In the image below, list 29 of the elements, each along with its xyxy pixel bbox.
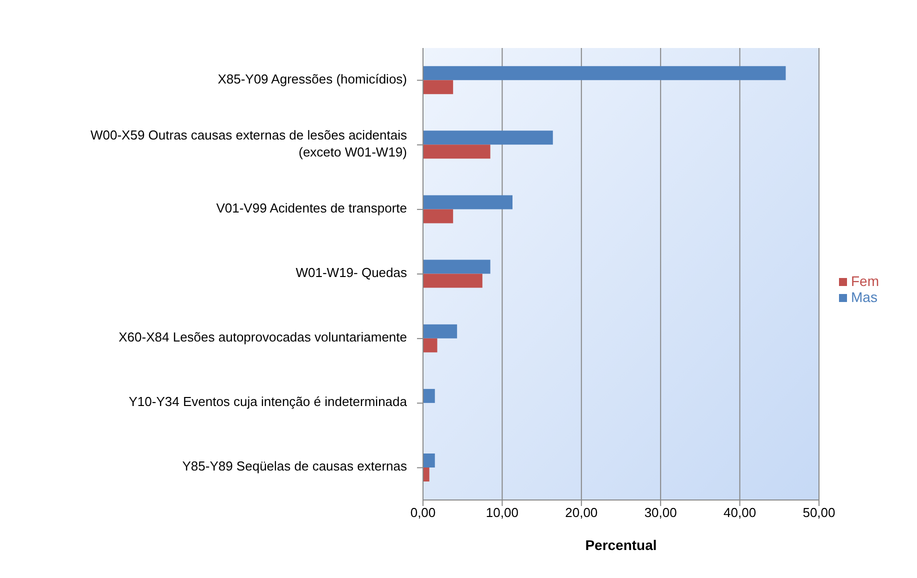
bar — [423, 388, 435, 403]
x-axis-title: Percentual — [585, 537, 657, 553]
bar — [423, 274, 482, 288]
bar — [423, 468, 430, 482]
x-tick-label: 10,00 — [486, 505, 518, 520]
bar — [423, 209, 454, 224]
bar — [423, 324, 458, 338]
bar — [423, 454, 435, 468]
x-tick-label: 20,00 — [565, 505, 598, 520]
bar — [423, 260, 490, 274]
x-tick-label: 50,00 — [802, 505, 836, 520]
bar — [423, 66, 786, 80]
legend-label: Mas — [851, 289, 878, 305]
bar — [423, 338, 438, 352]
legend-label: Fem — [851, 273, 879, 289]
y-tick-label: X60-X84 Lesões autoprovocadas voluntariamente — [118, 330, 407, 346]
y-tick-label: W01-W19- Quedas — [296, 265, 408, 280]
x-tick-label: 40,00 — [724, 505, 756, 520]
x-tick-label: 0,00 — [410, 505, 436, 520]
y-tick-label: V01-V99 Acidentes de transporte — [216, 200, 407, 216]
y-tick-label: X85-Y09 Agressões (homicídios) — [218, 72, 407, 87]
bar — [423, 130, 553, 145]
x-tick-label: 30,00 — [644, 505, 677, 520]
bar — [423, 80, 454, 94]
bar — [423, 144, 490, 159]
y-tick-label: Y10-Y34 Eventos cuja intenção é indeterminada — [128, 394, 408, 410]
y-tick-label: Y85-Y89 Seqüelas de causas externas — [182, 459, 408, 474]
bar — [423, 195, 512, 210]
y-tick-label: W00-X59 Outras causas externas de lesões acidentais (exceto W01-W19) — [90, 128, 408, 160]
